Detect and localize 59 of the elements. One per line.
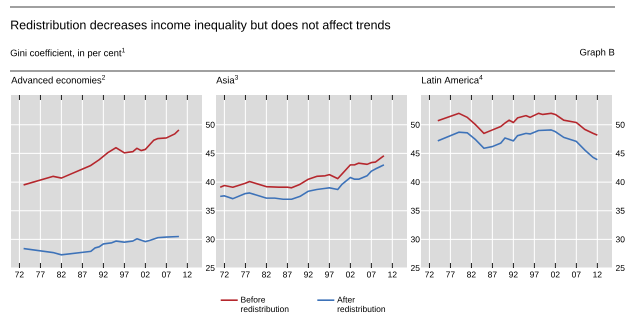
x-tick-label: 72: [220, 272, 229, 278]
x-tick-label: 77: [446, 272, 455, 278]
x-tick-label: 87: [78, 272, 87, 278]
x-tick-label: 92: [509, 272, 518, 278]
x-tick-label: 07: [162, 272, 171, 278]
y-tick-label: 25: [616, 265, 625, 271]
x-tick-label: 72: [15, 272, 24, 278]
legend-label: After redistribution: [337, 296, 386, 312]
x-tick-label: 77: [36, 272, 45, 278]
line-series: [219, 164, 385, 200]
y-tick-label: 50: [206, 122, 215, 128]
line-series: [22, 236, 180, 256]
chart-title: Latin America$^{4}$: [422, 75, 483, 84]
line-series: [219, 154, 385, 189]
text: Gini coefficient, in per cent$^{1}$: [10, 48, 125, 58]
x-tick-label: 02: [346, 272, 355, 278]
x-tick-label: 82: [262, 272, 271, 278]
y-tick-label: 50: [410, 122, 420, 128]
x-tick-label: 72: [425, 272, 434, 278]
x-tick-label: 97: [325, 272, 334, 278]
y-tick-label: 35: [616, 208, 625, 214]
y-tick-label: 40: [616, 179, 625, 186]
y-tick-label: 30: [206, 236, 215, 242]
y-tick-label: 25: [206, 265, 215, 271]
x-tick-label: 92: [304, 272, 313, 278]
x-tick-label: 92: [99, 272, 108, 278]
line-series: [22, 129, 180, 186]
line-series: [437, 112, 598, 136]
x-tick-label: 97: [530, 272, 539, 278]
x-tick-label: 82: [467, 272, 476, 278]
x-tick-label: 02: [550, 272, 560, 278]
y-tick-label: 45: [616, 150, 625, 156]
y-tick-label: 30: [616, 236, 625, 242]
y-tick-label: 30: [410, 236, 420, 242]
x-tick-label: 87: [488, 272, 497, 278]
text: Redistribution decreases income inequality but does not affect trends: [11, 20, 390, 32]
x-tick-label: 82: [57, 272, 66, 278]
y-tick-label: 45: [206, 150, 215, 156]
text: Graph B: [580, 48, 614, 58]
chart-title: Advanced economies$^{2}$: [11, 74, 106, 84]
x-tick-label: 87: [283, 272, 292, 278]
x-tick-label: 77: [241, 272, 250, 278]
y-tick-label: 50: [616, 122, 625, 128]
x-tick-label: 02: [140, 272, 150, 278]
y-tick-label: 40: [410, 179, 420, 186]
y-tick-label: 45: [410, 150, 420, 156]
y-tick-label: 25: [410, 265, 420, 271]
y-tick-label: 40: [206, 179, 215, 186]
x-tick-label: 12: [388, 272, 397, 278]
x-tick-label: 07: [366, 272, 376, 278]
x-tick-label: 97: [120, 272, 129, 278]
x-tick-label: 07: [572, 272, 581, 278]
y-tick-label: 35: [206, 208, 215, 214]
y-tick-label: 35: [410, 208, 420, 214]
x-tick-label: 12: [593, 272, 602, 278]
x-tick-label: 12: [183, 272, 192, 278]
chart-title: Asia$^{3}$: [216, 74, 238, 84]
line-series: [437, 129, 598, 161]
legend-label: Before redistribution: [241, 296, 288, 312]
